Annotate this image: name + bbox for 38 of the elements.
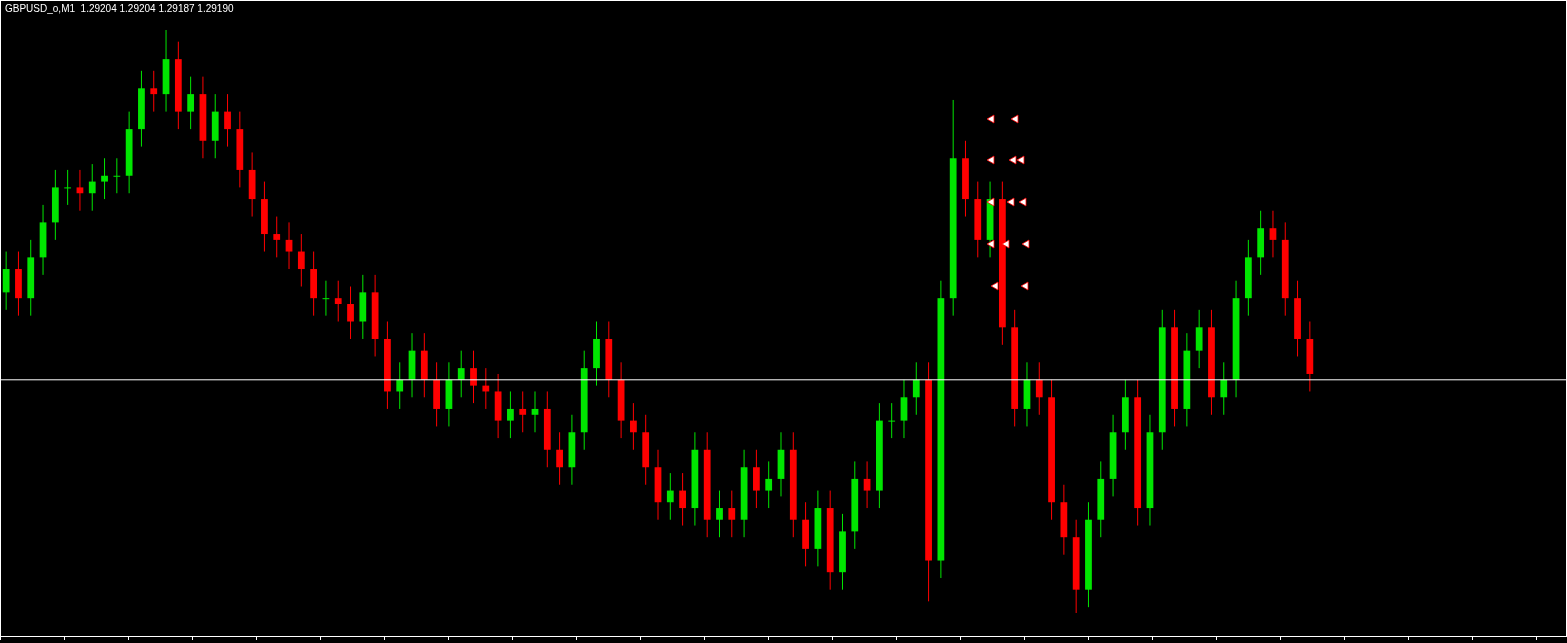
candlestick [470,350,477,404]
candlestick [347,286,354,340]
candlestick [273,216,281,258]
candlestick [88,163,96,212]
candlestick [888,402,896,439]
candlestick [457,350,465,398]
candlestick [64,169,72,206]
candlestick [679,472,686,527]
candlestick [630,402,637,451]
candlestick [912,361,920,416]
candlestick [1220,361,1228,416]
candlestick [556,431,563,486]
candlestick [101,157,108,200]
candlestick [285,221,293,270]
candlestick [728,490,736,538]
candlestick [716,490,723,538]
candlestick [482,367,490,410]
candlestick [666,472,674,521]
candlestick [1035,361,1043,416]
candlestick [1269,210,1277,258]
candlestick [900,379,908,439]
candlestick [113,157,121,194]
candlestick [224,93,231,148]
candlestick [2,251,10,311]
candlestick [753,449,760,509]
candlestick [863,460,871,509]
candlestick [531,390,539,433]
chart-title: GBPUSD_o,M1 1.29204 1.29204 1.29187 1.29190 [5,3,234,14]
candlestick [765,460,773,509]
candlestick [507,390,514,439]
candlestick [1195,309,1203,369]
candlestick [150,70,158,113]
candlestick [396,361,404,410]
candlestick [76,169,84,212]
candlestick [297,233,305,288]
candlestick [334,280,342,322]
candlestick [519,390,527,433]
candlestick [187,76,195,130]
